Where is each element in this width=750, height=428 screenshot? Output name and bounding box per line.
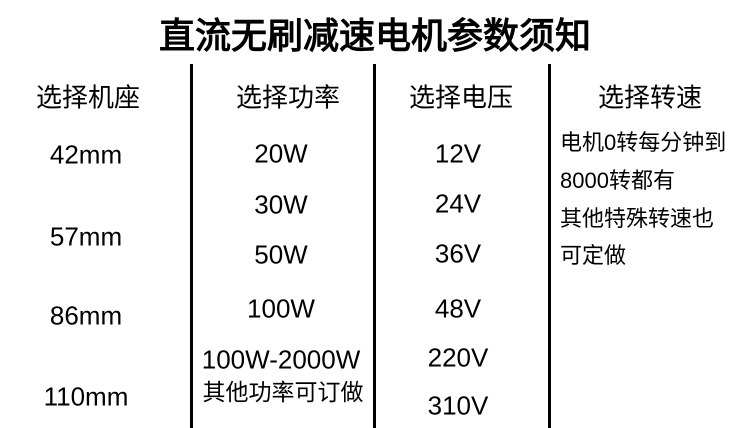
speed-note-line-4: 可定做	[560, 243, 627, 268]
voltage-option-36v: 36V	[434, 238, 482, 269]
page-title: 直流无刷减速电机参数须知	[158, 15, 592, 56]
power-option-custom-range: 100W-2000W	[201, 344, 361, 375]
voltage-option-310v: 310V	[427, 390, 489, 421]
power-option-20w: 20W	[254, 138, 308, 169]
power-option-100w: 100W	[247, 293, 315, 324]
voltage-option-220v: 220V	[427, 342, 489, 373]
column-header-frame-size: 选择机座	[35, 82, 141, 113]
column-divider-2	[373, 64, 376, 428]
column-divider-3	[548, 64, 551, 428]
power-custom-note: 其他功率可订做	[202, 379, 364, 405]
power-option-30w: 30W	[254, 189, 308, 220]
speed-note-line-2: 8000转都有	[560, 168, 675, 193]
voltage-option-24v: 24V	[434, 188, 482, 219]
voltage-option-12v: 12V	[434, 138, 482, 169]
frame-size-option-42mm: 42mm	[49, 139, 123, 170]
frame-size-option-86mm: 86mm	[49, 300, 123, 331]
speed-note-line-1: 电机0转每分钟到	[560, 130, 727, 155]
frame-size-option-57mm: 57mm	[49, 221, 123, 252]
column-divider-1	[190, 64, 193, 428]
column-header-speed: 选择转速	[597, 82, 703, 113]
frame-size-option-110mm: 110mm	[43, 381, 129, 412]
column-header-voltage: 选择电压	[408, 82, 514, 113]
power-option-50w: 50W	[254, 239, 308, 270]
column-header-power: 选择功率	[235, 82, 341, 113]
voltage-option-48v: 48V	[434, 293, 482, 324]
speed-note-line-3: 其他特殊转速也	[560, 206, 715, 231]
